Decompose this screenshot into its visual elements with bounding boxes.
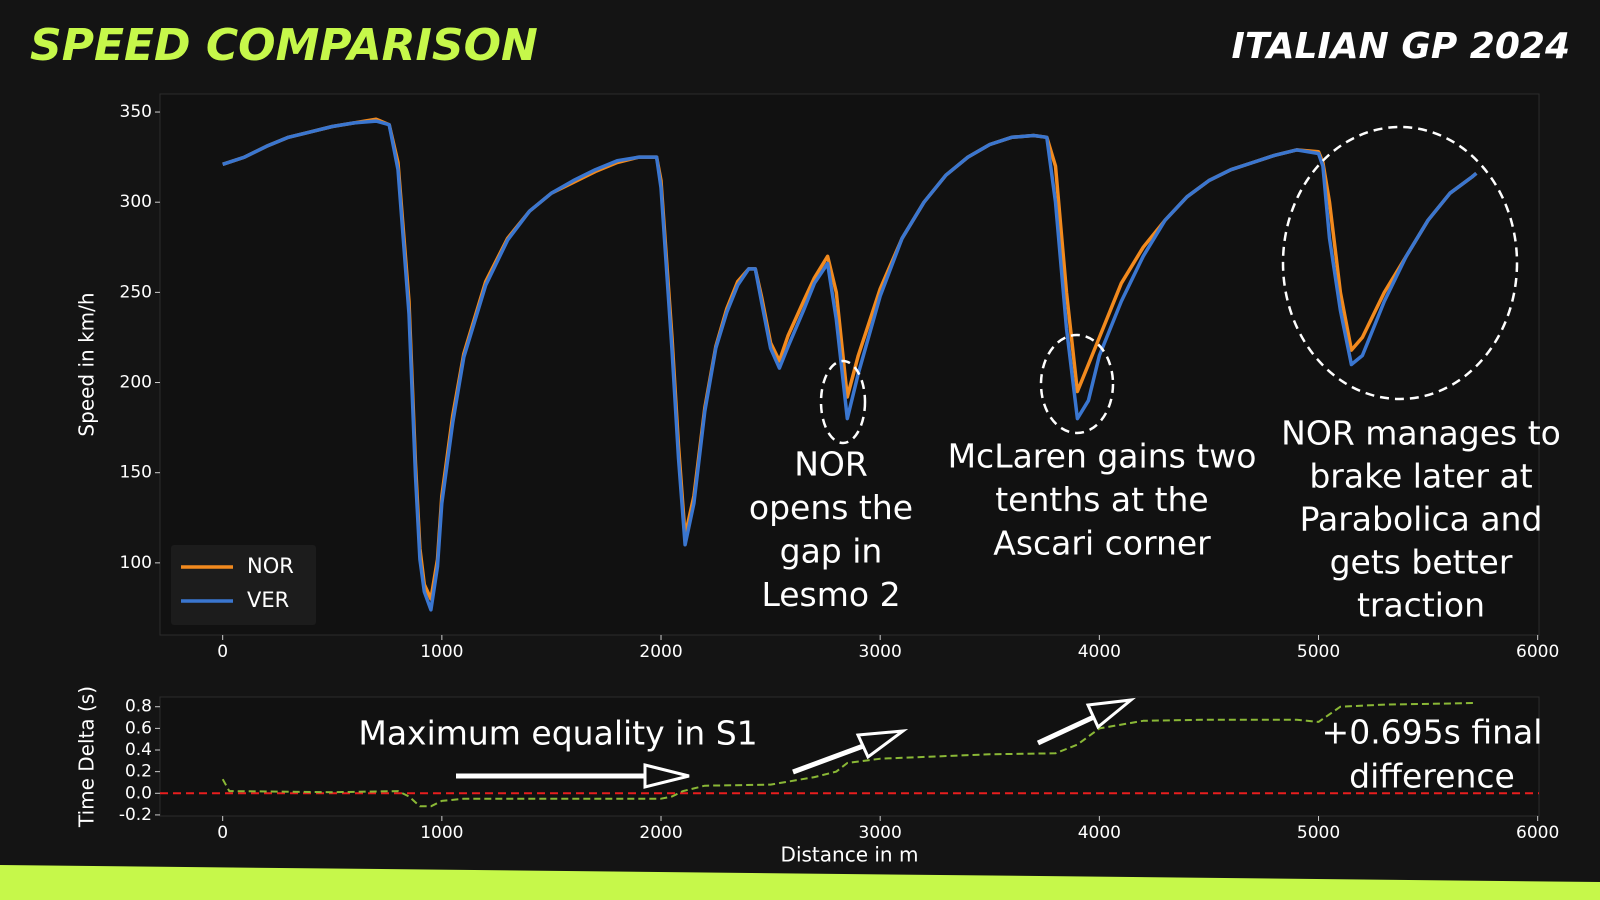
annotation: Maximum equality in S1 bbox=[358, 714, 757, 753]
legend-label: VER bbox=[247, 588, 289, 612]
x-tick-label: 6000 bbox=[1516, 642, 1559, 662]
annotation: Ascari corner bbox=[993, 524, 1211, 563]
legend-box bbox=[171, 545, 316, 625]
annotation: Parabolica and bbox=[1300, 500, 1543, 539]
x-tick-label: 2000 bbox=[639, 823, 682, 843]
x-tick-label: 2000 bbox=[639, 642, 682, 662]
x-axis-label: Distance in m bbox=[781, 843, 919, 867]
annotation: Lesmo 2 bbox=[761, 575, 900, 614]
y-tick-label: -0.2 bbox=[119, 805, 152, 825]
annotation: opens the bbox=[749, 488, 913, 527]
x-tick-label: 3000 bbox=[859, 823, 902, 843]
y-tick-label: 150 bbox=[120, 463, 152, 483]
x-tick-label: 0 bbox=[217, 823, 228, 843]
y-tick-label: 0.4 bbox=[125, 740, 152, 760]
annotation: +0.695s final bbox=[1322, 713, 1543, 752]
series-line bbox=[221, 702, 1477, 808]
series-line bbox=[222, 119, 1478, 612]
y-tick-label: 0.0 bbox=[125, 783, 152, 803]
x-tick-label: 1000 bbox=[420, 642, 463, 662]
y-axis-label: Speed in km/h bbox=[75, 292, 99, 436]
annotation: NOR bbox=[794, 445, 868, 484]
highlight-ellipse bbox=[1281, 125, 1519, 401]
y-tick-label: 350 bbox=[120, 102, 152, 122]
y-tick-label: 0.2 bbox=[125, 762, 152, 782]
annotation: NOR manages to bbox=[1281, 414, 1561, 453]
arrow-head bbox=[1085, 697, 1136, 730]
x-tick-label: 0 bbox=[217, 642, 228, 662]
plot-area bbox=[159, 93, 1540, 636]
y-tick-label: 100 bbox=[120, 553, 152, 573]
annotation: gets better bbox=[1330, 543, 1513, 582]
y-tick-label: 250 bbox=[120, 282, 152, 302]
x-tick-label: 4000 bbox=[1078, 823, 1121, 843]
highlight-ellipse bbox=[1039, 333, 1115, 435]
event-title: ITALIAN GP 2024 bbox=[1231, 26, 1570, 67]
legend-label: NOR bbox=[247, 554, 294, 578]
annotation: difference bbox=[1349, 757, 1515, 796]
plot-area bbox=[159, 696, 1540, 817]
page-title: SPEED COMPARISON bbox=[30, 20, 538, 71]
annotation: tenths at the bbox=[995, 480, 1209, 519]
y-tick-label: 0.6 bbox=[125, 718, 152, 738]
annotation: brake later at bbox=[1309, 457, 1532, 496]
arrow-head bbox=[643, 763, 690, 789]
x-tick-label: 5000 bbox=[1297, 823, 1340, 843]
arrow bbox=[792, 742, 867, 775]
arrow-head bbox=[855, 729, 909, 760]
annotation: traction bbox=[1357, 586, 1485, 625]
highlight-ellipse bbox=[819, 359, 867, 445]
x-tick-label: 1000 bbox=[420, 823, 463, 843]
annotation: gap in bbox=[780, 532, 883, 571]
accent-strip bbox=[0, 865, 1600, 900]
arrow bbox=[1036, 713, 1098, 746]
y-axis-label: Time Delta (s) bbox=[75, 686, 99, 828]
x-tick-label: 6000 bbox=[1516, 823, 1559, 843]
x-tick-label: 3000 bbox=[859, 642, 902, 662]
y-tick-label: 0.8 bbox=[125, 697, 152, 717]
y-tick-label: 300 bbox=[120, 192, 152, 212]
legend: NOR VER bbox=[171, 545, 316, 625]
annotation: McLaren gains two bbox=[948, 437, 1257, 476]
y-tick-label: 200 bbox=[120, 373, 152, 393]
x-tick-label: 4000 bbox=[1078, 642, 1121, 662]
x-tick-label: 5000 bbox=[1297, 642, 1340, 662]
